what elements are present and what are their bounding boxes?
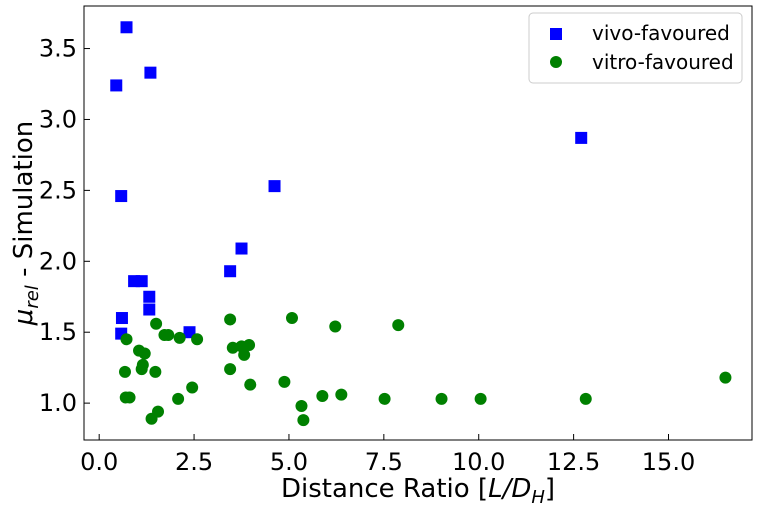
data-point-vitro-favoured xyxy=(392,319,405,332)
data-point-vitro-favoured xyxy=(278,375,291,388)
legend-marker-vivo xyxy=(550,28,562,40)
data-point-vitro-favoured xyxy=(243,338,256,351)
data-point-vitro-favoured xyxy=(435,392,448,405)
data-point-vitro-favoured xyxy=(138,347,151,360)
data-point-vitro-favoured xyxy=(285,312,298,325)
y-tick-label: 1.0 xyxy=(39,389,77,417)
data-point-vivo-favoured xyxy=(224,265,237,278)
x-tick-label: 0.0 xyxy=(80,448,118,476)
data-point-vitro-favoured xyxy=(136,358,149,371)
data-point-vivo-favoured xyxy=(143,303,156,316)
y-tick-label: 3.0 xyxy=(39,105,77,133)
data-point-vitro-favoured xyxy=(329,320,342,333)
legend-box xyxy=(528,12,743,84)
data-point-vitro-favoured xyxy=(152,405,165,418)
x-tick-label: 12.5 xyxy=(547,448,600,476)
legend-marker-vitro xyxy=(550,56,562,68)
data-point-vivo-favoured xyxy=(110,79,123,92)
data-point-vitro-favoured xyxy=(295,399,308,412)
data-point-vitro-favoured xyxy=(244,378,257,391)
data-point-vivo-favoured xyxy=(144,66,157,79)
data-point-vitro-favoured xyxy=(150,317,163,330)
x-tick-label: 7.5 xyxy=(365,448,403,476)
data-point-vitro-favoured xyxy=(224,363,237,376)
x-tick-label: 2.5 xyxy=(175,448,213,476)
data-point-vitro-favoured xyxy=(719,371,732,384)
y-axis-label: μrel - Simulation xyxy=(9,121,43,326)
x-axis-ticks: 0.0 2.5 5.0 7.5 10.0 12.5 15.0 xyxy=(80,434,695,476)
data-point-vitro-favoured xyxy=(378,392,391,405)
x-tick-label: 10.0 xyxy=(452,448,505,476)
data-point-vivo-favoured xyxy=(143,290,156,303)
data-point-vitro-favoured xyxy=(335,388,348,401)
data-point-vitro-favoured xyxy=(149,365,162,378)
data-point-vitro-favoured xyxy=(162,329,175,342)
data-point-vitro-favoured xyxy=(297,414,310,427)
data-point-vitro-favoured xyxy=(186,381,199,394)
data-point-vivo-favoured xyxy=(183,326,196,339)
y-tick-label: 2.0 xyxy=(39,247,77,275)
data-point-vivo-favoured xyxy=(575,131,588,144)
data-point-vitro-favoured xyxy=(316,390,329,403)
y-tick-label: 3.5 xyxy=(39,35,77,63)
data-point-vitro-favoured xyxy=(172,392,185,405)
data-point-vivo-favoured xyxy=(120,21,133,34)
data-point-vitro-favoured xyxy=(173,331,186,344)
data-points xyxy=(110,21,732,427)
legend-label-vitro: vitro-favoured xyxy=(592,50,734,74)
data-point-vitro-favoured xyxy=(238,348,251,361)
data-point-vitro-favoured xyxy=(191,333,204,346)
data-point-vivo-favoured xyxy=(115,190,128,203)
x-tick-label: 5.0 xyxy=(270,448,308,476)
data-point-vitro-favoured xyxy=(123,391,136,404)
y-axis-ticks: 1.0 1.5 2.0 2.5 3.0 3.5 xyxy=(39,35,90,417)
data-point-vitro-favoured xyxy=(120,333,133,346)
data-point-vivo-favoured xyxy=(135,275,148,288)
data-point-vitro-favoured xyxy=(474,392,487,405)
legend: vivo-favoured vitro-favoured xyxy=(528,12,743,84)
data-point-vivo-favoured xyxy=(268,180,281,193)
x-tick-label: 15.0 xyxy=(642,448,695,476)
data-point-vitro-favoured xyxy=(118,365,131,378)
data-point-vitro-favoured xyxy=(579,392,592,405)
x-axis-label: Distance Ratio [L/DH] xyxy=(281,474,555,507)
data-point-vivo-favoured xyxy=(115,312,128,325)
y-tick-label: 1.5 xyxy=(39,318,77,346)
data-point-vitro-favoured xyxy=(224,313,237,326)
y-tick-label: 2.5 xyxy=(39,176,77,204)
legend-label-vivo: vivo-favoured xyxy=(592,21,730,45)
data-point-vivo-favoured xyxy=(235,242,248,255)
